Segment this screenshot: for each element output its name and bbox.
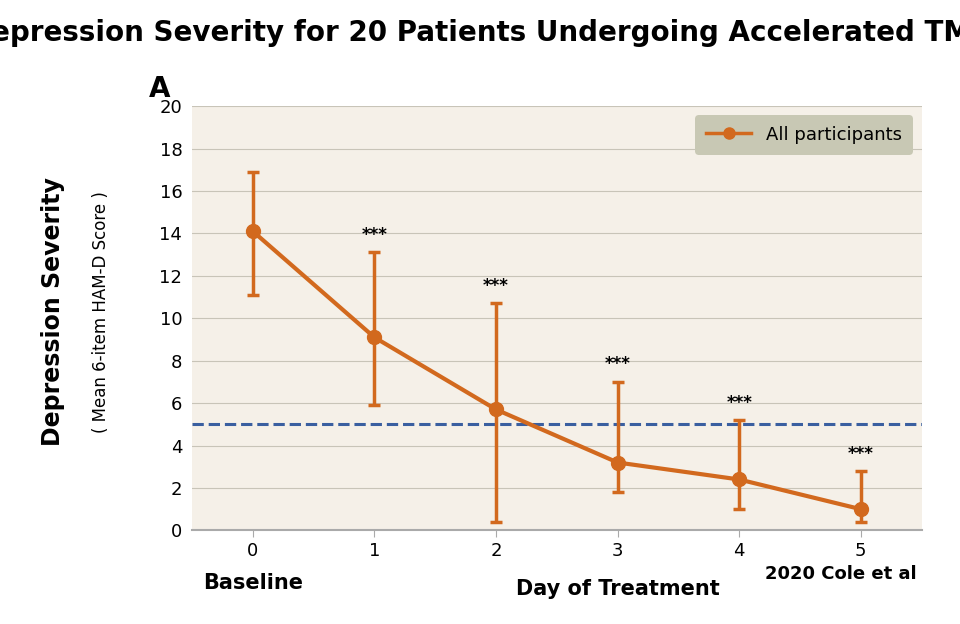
- Text: ***: ***: [605, 356, 631, 373]
- All participants: [855, 505, 867, 513]
- Line: All participants: All participants: [246, 224, 868, 516]
- Text: ***: ***: [362, 226, 387, 244]
- Legend: All participants: All participants: [695, 115, 913, 155]
- Text: ***: ***: [848, 444, 874, 462]
- Text: Baseline: Baseline: [203, 573, 302, 593]
- All participants: [612, 459, 623, 466]
- All participants: [369, 334, 380, 341]
- All participants: [247, 228, 258, 235]
- Text: Day of Treatment: Day of Treatment: [516, 579, 719, 599]
- Text: A: A: [149, 75, 170, 103]
- Text: 2020 Cole et al: 2020 Cole et al: [765, 565, 917, 583]
- All participants: [733, 475, 745, 483]
- Text: ***: ***: [483, 277, 509, 295]
- Text: Depression Severity for 20 Patients Undergoing Accelerated TMS: Depression Severity for 20 Patients Unde…: [0, 19, 960, 47]
- Text: ( Mean 6-item HAM-D Score ): ( Mean 6-item HAM-D Score ): [92, 191, 109, 433]
- Text: Depression Severity: Depression Severity: [40, 178, 65, 446]
- All participants: [491, 406, 502, 413]
- Text: ***: ***: [727, 394, 752, 412]
